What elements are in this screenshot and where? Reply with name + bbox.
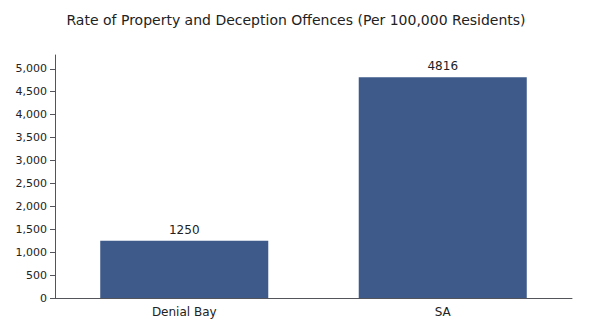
svg-text:500: 500 xyxy=(26,269,47,282)
svg-text:1,000: 1,000 xyxy=(16,246,48,259)
svg-text:2,500: 2,500 xyxy=(16,177,48,190)
svg-text:2,000: 2,000 xyxy=(16,200,48,213)
svg-text:Rate of Property and Deception: Rate of Property and Deception Offences … xyxy=(66,12,525,28)
svg-text:SA: SA xyxy=(435,305,452,319)
svg-text:4816: 4816 xyxy=(427,59,458,73)
svg-text:1250: 1250 xyxy=(169,223,200,237)
svg-text:3,000: 3,000 xyxy=(16,154,48,167)
svg-text:3,500: 3,500 xyxy=(16,131,48,144)
svg-text:4,000: 4,000 xyxy=(16,108,48,121)
svg-text:Denial Bay: Denial Bay xyxy=(152,305,217,319)
svg-text:4,500: 4,500 xyxy=(16,85,48,98)
svg-text:1,500: 1,500 xyxy=(16,223,48,236)
svg-text:5,000: 5,000 xyxy=(16,62,48,75)
svg-text:0: 0 xyxy=(40,292,47,305)
